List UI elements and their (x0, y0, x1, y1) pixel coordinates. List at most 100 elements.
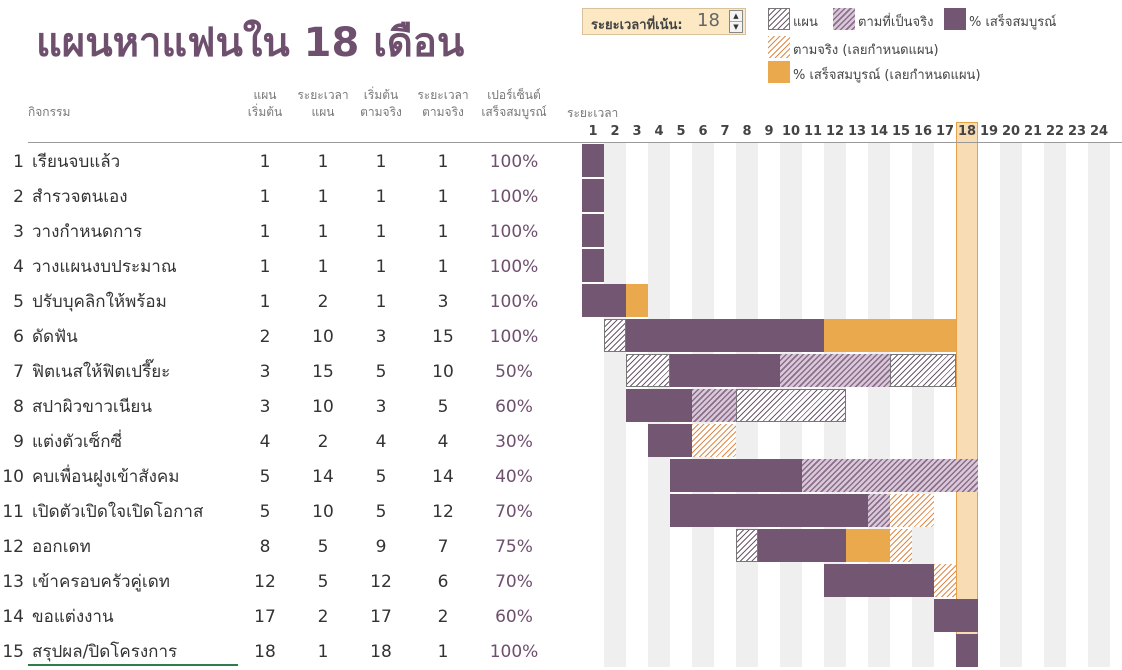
actual-start-value: 5 (375, 502, 387, 522)
legend-plan-swatch (768, 8, 790, 30)
activity-name: ปรับบุคลิกให้พร้อม (32, 292, 167, 312)
actual-duration-value: 1 (437, 187, 449, 207)
actual-duration-value: 5 (437, 397, 449, 417)
percent-complete-value: 60% (495, 397, 533, 417)
plan-start-value: 8 (259, 537, 271, 557)
period-number: 20 (1001, 124, 1021, 139)
legend-plan-label: แผน (793, 15, 818, 30)
period-number: 23 (1067, 124, 1087, 139)
actual-start-value: 3 (375, 397, 387, 417)
percent-complete-value: 100% (489, 327, 539, 347)
activity-number: 15 (2, 642, 24, 662)
activity-number: 5 (13, 292, 24, 312)
period-number: 4 (654, 124, 664, 139)
plan-duration-value: 15 (312, 362, 334, 382)
actual-start-value: 1 (375, 292, 387, 312)
activity-name: วางกำหนดการ (32, 222, 143, 242)
activity-name: ออกเดท (32, 537, 91, 557)
actual-start-value: 4 (375, 432, 387, 452)
period-number: 24 (1089, 124, 1109, 139)
actual-start-value: 1 (375, 152, 387, 172)
period-value-input[interactable]: 18 (697, 10, 720, 31)
plan-duration-value: 1 (317, 257, 329, 277)
period-number: 15 (891, 124, 911, 139)
gantt-bar-plan (626, 354, 670, 387)
activity-number: 12 (2, 537, 24, 557)
actual-duration-value: 1 (437, 152, 449, 172)
period-column-shade (1044, 143, 1066, 667)
plan-duration-value: 5 (317, 537, 329, 557)
period-number: 10 (781, 124, 801, 139)
activity-number: 3 (13, 222, 24, 242)
gantt-bar-actual (802, 459, 978, 492)
plan-duration-value: 2 (317, 607, 329, 627)
period-number: 1 (588, 124, 598, 139)
period-spinner[interactable]: ▲ ▼ (729, 10, 743, 33)
percent-complete-value: 40% (495, 467, 533, 487)
period-number: 6 (698, 124, 708, 139)
header-actual-duration: ระยะเวลา ตามจริง (417, 88, 469, 119)
actual-duration-value: 1 (437, 257, 449, 277)
actual-duration-value: 1 (437, 642, 449, 662)
header-percent-complete: เปอร์เซ็นต์ เสร็จสมบูรณ์ (481, 88, 547, 119)
plan-duration-value: 1 (317, 222, 329, 242)
gantt-bar-complete (626, 389, 692, 422)
plan-start-value: 5 (259, 467, 271, 487)
activity-number: 8 (13, 397, 24, 417)
gantt-bar-actual-beyond (890, 494, 934, 527)
header-plan-duration: ระยะเวลา แผน (297, 88, 349, 119)
gantt-bar-complete (582, 214, 604, 247)
activity-name: เข้าครอบครัวคู่เดท (32, 572, 170, 592)
gantt-bar-complete (582, 249, 604, 282)
activity-name: สปาผิวขาวเนียน (32, 397, 152, 417)
percent-complete-value: 100% (489, 152, 539, 172)
gantt-bar-actual (868, 494, 890, 527)
period-highlight-control: ระยะเวลาที่เน้น: 18 ▲ ▼ (582, 8, 746, 35)
actual-start-value: 9 (375, 537, 387, 557)
period-number: 13 (847, 124, 867, 139)
period-number: 11 (803, 124, 823, 139)
gantt-bar-complete (758, 529, 846, 562)
plan-duration-value: 10 (312, 397, 334, 417)
spin-up-icon[interactable]: ▲ (730, 11, 742, 22)
activity-name: วางแผนงบประมาณ (32, 257, 177, 277)
period-number: 17 (935, 124, 955, 139)
gantt-bar-complete (956, 634, 978, 667)
period-number: 3 (632, 124, 642, 139)
period-number: 7 (720, 124, 730, 139)
actual-duration-value: 2 (437, 607, 449, 627)
actual-start-value: 1 (375, 187, 387, 207)
spin-down-icon[interactable]: ▼ (733, 23, 739, 31)
activity-name: ฟิตเนสให้ฟิตเปรี๊ยะ (32, 362, 171, 382)
page-title: แผนหาแฟนใน 18 เดือน (36, 20, 465, 66)
legend-complete-label: % เสร็จสมบูรณ์ (969, 15, 1057, 30)
activity-number: 10 (2, 467, 24, 487)
header-divider (28, 142, 1122, 143)
gantt-bar-plan (736, 529, 758, 562)
plan-start-value: 1 (259, 292, 271, 312)
actual-start-value: 5 (375, 467, 387, 487)
actual-duration-value: 10 (432, 362, 454, 382)
header-plan-start: แผน เริ่มต้น (247, 88, 283, 119)
activity-number: 7 (13, 362, 24, 382)
period-number: 21 (1023, 124, 1043, 139)
gantt-bar-complete (626, 319, 824, 352)
activity-name: สรุปผล/ปิดโครงการ (32, 642, 178, 662)
activity-name: แต่งตัวเซ็กซี่ (32, 432, 123, 452)
percent-complete-value: 100% (489, 222, 539, 242)
gantt-bar-complete (670, 459, 802, 492)
gantt-bar-actual-beyond (934, 564, 956, 597)
plan-start-value: 17 (254, 607, 276, 627)
period-column-shade (912, 143, 934, 667)
plan-duration-value: 10 (312, 327, 334, 347)
period-label: ระยะเวลาที่เน้น: (591, 18, 683, 33)
period-number: 19 (979, 124, 999, 139)
gantt-bar-plan (604, 319, 626, 352)
legend-complete-swatch (944, 8, 966, 30)
activity-number: 1 (13, 152, 24, 172)
actual-start-value: 18 (370, 642, 392, 662)
gantt-bar-complete (582, 144, 604, 177)
activity-name: ขอแต่งงาน (32, 607, 114, 627)
activity-number: 14 (2, 607, 24, 627)
plan-start-value: 12 (254, 572, 276, 592)
